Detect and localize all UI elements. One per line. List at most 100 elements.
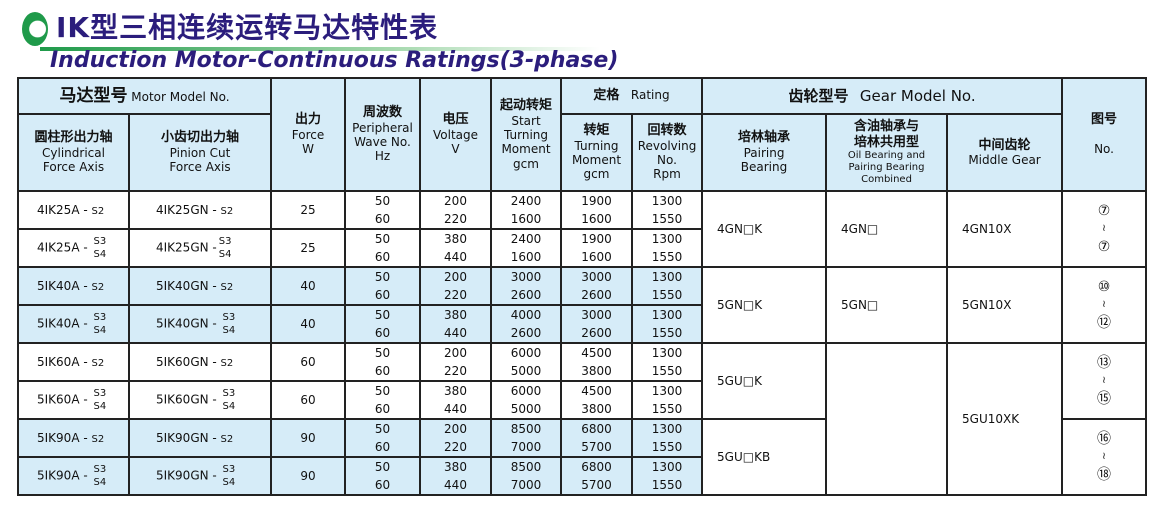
pinion-model: 4IK25GN - S3 S4 <box>128 228 272 268</box>
voltage-value: 200 <box>444 194 467 208</box>
rpm: 1300 1550 <box>630 380 704 420</box>
frequency-value: 60 <box>374 440 391 454</box>
middle-gear-model: 5GU10XK <box>946 342 1064 496</box>
header-torque: 转矩 Turning Moment gcm <box>560 113 633 192</box>
figure-range: ≀ <box>1102 451 1106 462</box>
torque-value: 5700 <box>581 440 612 454</box>
voltage-value: 200 <box>444 270 467 284</box>
model-text: 4IK25A - <box>37 202 92 217</box>
start-moment: 6000 5000 <box>490 380 562 420</box>
frequency-value: 50 <box>374 308 391 322</box>
table-row: 5IK40A - S3 S4 5IK40GN - S3 S4 40 50 60 380 440 4… <box>17 304 1146 344</box>
force-value: 60 <box>270 380 346 420</box>
start-moment-value: 2400 <box>510 194 542 208</box>
rpm: 1300 1550 <box>630 342 704 382</box>
voltage-value: 440 <box>444 250 467 264</box>
header-voltage: 电压 Voltage V <box>419 77 492 192</box>
frequency-value: 50 <box>374 346 391 360</box>
voltage: 200 220 <box>419 342 492 382</box>
duty-suffix-bottom: S4 <box>222 477 236 488</box>
rpm-value: 1550 <box>651 212 683 226</box>
table-row: 5IK60A - S3 S4 5IK60GN - S3 S4 60 50 60 380 440 6… <box>17 380 1146 420</box>
start-moment: 2400 1600 <box>490 190 562 230</box>
voltage-value: 380 <box>444 232 467 246</box>
duty-suffix-top: S3 <box>93 388 107 399</box>
start-moment-value: 7000 <box>510 440 542 454</box>
voltage-value: 440 <box>444 326 467 340</box>
duty-suffix: S2 <box>220 357 234 369</box>
duty-suffix: S2 <box>220 281 234 293</box>
voltage-value: 220 <box>444 288 467 302</box>
rpm-value: 1300 <box>651 308 683 322</box>
cylindrical-model: 4IK25A - S3 S4 <box>17 228 130 268</box>
pairing-gear-model: 4GN□K <box>701 190 828 268</box>
duty-suffix: S2 <box>91 433 105 445</box>
force-value: 90 <box>270 456 346 496</box>
frequency-value: 60 <box>374 250 391 264</box>
duty-suffix: S3 S4 <box>219 235 232 261</box>
table-row: 5IK60A - S2 5IK60GN - S2 60 50 60 200 220 6000 5… <box>17 342 1148 496</box>
rpm-value: 1300 <box>651 460 683 474</box>
rpm: 1300 1550 <box>630 266 704 306</box>
start-moment-value: 3000 <box>510 270 542 284</box>
voltage-value: 200 <box>444 422 467 436</box>
torque-value: 2600 <box>581 288 612 302</box>
force-value: 90 <box>270 418 346 458</box>
start-moment: 2400 1600 <box>490 228 562 268</box>
duty-suffix: S3 S4 <box>93 311 106 337</box>
rpm: 1300 1550 <box>630 228 704 268</box>
torque: 4500 3800 <box>560 342 633 382</box>
duty-suffix-top: S3 <box>222 388 236 399</box>
torque-value: 2600 <box>581 326 612 340</box>
pinion-model: 4IK25GN - S2 <box>128 190 272 230</box>
frequency-value: 50 <box>374 460 391 474</box>
voltage-value: 220 <box>444 212 467 226</box>
start-moment-value: 2600 <box>510 326 542 340</box>
table-row: 5IK90A - S3 S4 5IK90GN - S3 S4 90 50 60 380 440 8… <box>17 456 1146 496</box>
table-row: 4IK25A - S3 S4 4IK25GN - S3 S4 25 50 60 380 440 24… <box>17 228 1146 268</box>
model-text: 5IK40A - <box>37 316 92 331</box>
pinion-model: 5IK90GN - S3 S4 <box>128 456 272 496</box>
frequency: 50 60 <box>344 304 421 344</box>
model-text: 5IK40GN - <box>156 278 221 293</box>
frequency-value: 60 <box>374 478 391 492</box>
figure-end: ⑱ <box>1097 467 1112 483</box>
torque-value: 1900 <box>581 194 612 208</box>
rpm-value: 1550 <box>651 440 683 454</box>
cylindrical-model: 4IK25A - S2 <box>17 190 130 230</box>
duty-suffix-bottom: S4 <box>222 401 236 412</box>
cylindrical-model: 5IK60A - S2 <box>17 342 130 382</box>
duty-suffix: S3 S4 <box>93 387 106 413</box>
torque-value: 3000 <box>581 308 612 322</box>
rpm-value: 1550 <box>651 288 683 302</box>
duty-suffix: S2 <box>91 281 105 293</box>
start-moment: 8500 7000 <box>490 418 562 458</box>
torque: 1900 1600 <box>560 228 633 268</box>
duty-suffix-top: S3 <box>222 464 236 475</box>
duty-suffix: S3 S4 <box>223 463 236 489</box>
header-revolving: 回转数 Revolving No. Rpm <box>630 113 704 192</box>
torque: 4500 3800 <box>560 380 633 420</box>
start-moment-value: 5000 <box>510 364 542 378</box>
start-moment-value: 1600 <box>510 212 542 226</box>
duty-suffix-bottom: S4 <box>93 325 107 336</box>
torque-value: 3000 <box>581 270 612 284</box>
duty-suffix: S3 S4 <box>93 463 106 489</box>
figure-end: ⑮ <box>1097 391 1112 407</box>
frequency-value: 60 <box>374 212 391 226</box>
start-moment-value: 7000 <box>510 478 542 492</box>
torque-value: 6800 <box>581 460 612 474</box>
pinion-model: 5IK60GN - S2 <box>128 342 272 382</box>
force-value: 40 <box>270 266 346 306</box>
pinion-model: 5IK90GN - S2 <box>128 418 272 458</box>
duty-suffix-top: S3 <box>218 236 232 247</box>
frequency: 50 60 <box>344 228 421 268</box>
duty-suffix: S3 S4 <box>223 387 236 413</box>
figure-number: ⑩ ≀ ⑫ <box>1061 266 1148 344</box>
oil-gear-model: 5GN□ <box>825 266 949 344</box>
table-row: 5IK40A - S2 5IK40GN - S2 40 50 60 200 220 3000 2… <box>17 266 1148 344</box>
model-text: 5IK90GN - <box>156 468 221 483</box>
header-middle-gear: 中间齿轮 Middle Gear <box>946 113 1064 192</box>
rpm-value: 1550 <box>651 250 683 264</box>
force-value: 25 <box>270 228 346 268</box>
